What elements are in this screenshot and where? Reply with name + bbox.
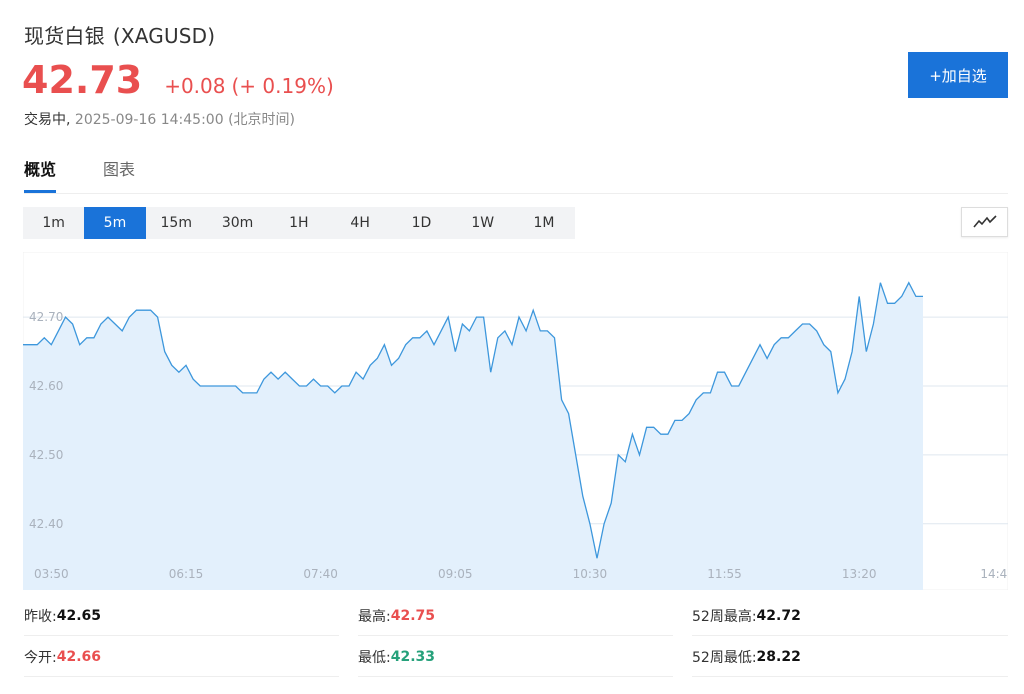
x-tick-label: 03:50 — [34, 567, 69, 581]
y-tick-label: 42.40 — [29, 517, 63, 531]
x-tick-label: 07:40 — [303, 567, 338, 581]
interval-15m[interactable]: 15m — [160, 215, 192, 231]
interval-4h[interactable]: 4H — [350, 215, 370, 231]
stat-label: 52周最低: — [692, 649, 757, 666]
tab-bar: 概览 图表 — [24, 156, 1008, 194]
tab-overview[interactable]: 概览 — [24, 156, 57, 193]
chart-type-toggle[interactable] — [961, 207, 1008, 237]
stat-high: 最高: 42.75 — [358, 596, 673, 636]
y-tick-label: 42.50 — [29, 448, 63, 462]
interval-1mo[interactable]: 1M — [533, 215, 555, 231]
price-change: +0.08 (+ 0.19%) — [164, 74, 334, 98]
y-tick-label: 42.60 — [29, 379, 63, 393]
quote-time: 2025-09-16 14:45:00 — [74, 112, 224, 128]
interval-1w[interactable]: 1W — [471, 215, 495, 231]
x-tick-label: 06:15 — [169, 567, 204, 581]
instrument-symbol: (XAGUSD) — [112, 24, 216, 48]
add-to-watchlist-button[interactable]: +加自选 — [908, 52, 1008, 98]
stat-label: 昨收: — [24, 608, 57, 625]
stat-value: 42.33 — [390, 648, 436, 665]
stat-value: 42.65 — [56, 607, 102, 624]
interval-1d[interactable]: 1D — [411, 215, 432, 231]
stat-label: 最低: — [358, 649, 391, 666]
trading-status: 交易中, — [24, 112, 71, 128]
stat-value: 42.66 — [56, 648, 102, 665]
stat-low: 最低: 42.33 — [358, 637, 673, 677]
stat-52w-low: 52周最低: 28.22 — [692, 637, 1008, 677]
interval-selector: 1m 5m 15m 30m 1H 4H 1D 1W 1M — [23, 207, 575, 239]
interval-1m[interactable]: 1m — [42, 215, 65, 231]
change-value: +0.08 — [164, 74, 226, 98]
stat-label: 最高: — [358, 608, 391, 625]
stat-value: 42.75 — [390, 607, 436, 624]
trading-status-line: 交易中, 2025-09-16 14:45:00 (北京时间) — [24, 109, 295, 129]
price-chart: 42.40 42.50 42.60 42.70 03:50 06:15 07:40 09:0… — [23, 252, 1008, 590]
interval-5m[interactable]: 5m — [84, 207, 146, 239]
line-chart-icon — [972, 215, 997, 228]
x-tick-label: 11:55 — [707, 567, 742, 581]
stat-52w-high: 52周最高: 42.72 — [692, 596, 1008, 636]
price-chart-svg: 42.40 42.50 42.60 42.70 03:50 06:15 07:40 09:0… — [23, 252, 1008, 590]
price-line — [23, 281, 923, 559]
instrument-name: 现货白银 — [24, 24, 105, 48]
stat-value: 28.22 — [756, 648, 801, 665]
stat-prev-close: 昨收: 42.65 — [24, 596, 339, 636]
change-percent: (+ 0.19%) — [231, 74, 334, 98]
last-price: 42.73 — [22, 58, 143, 102]
x-tick-label: 10:30 — [573, 567, 608, 581]
tab-chart[interactable]: 图表 — [103, 160, 136, 179]
interval-1h[interactable]: 1H — [289, 215, 309, 231]
timezone-note: (北京时间) — [228, 112, 295, 128]
x-tick-label: 14:4 — [980, 567, 1007, 581]
interval-30m[interactable]: 30m — [221, 215, 254, 231]
x-tick-label: 09:05 — [438, 567, 473, 581]
stat-value: 42.72 — [756, 607, 801, 624]
price-area — [23, 282, 923, 590]
stat-open: 今开: 42.66 — [24, 637, 339, 677]
instrument-title: 现货白银 (XAGUSD) — [24, 20, 215, 49]
y-tick-label: 42.70 — [29, 310, 63, 324]
price-row: 42.73 +0.08 (+ 0.19%) — [22, 58, 334, 102]
stat-label: 今开: — [24, 649, 57, 666]
x-tick-label: 13:20 — [842, 567, 877, 581]
stat-label: 52周最高: — [692, 608, 757, 625]
